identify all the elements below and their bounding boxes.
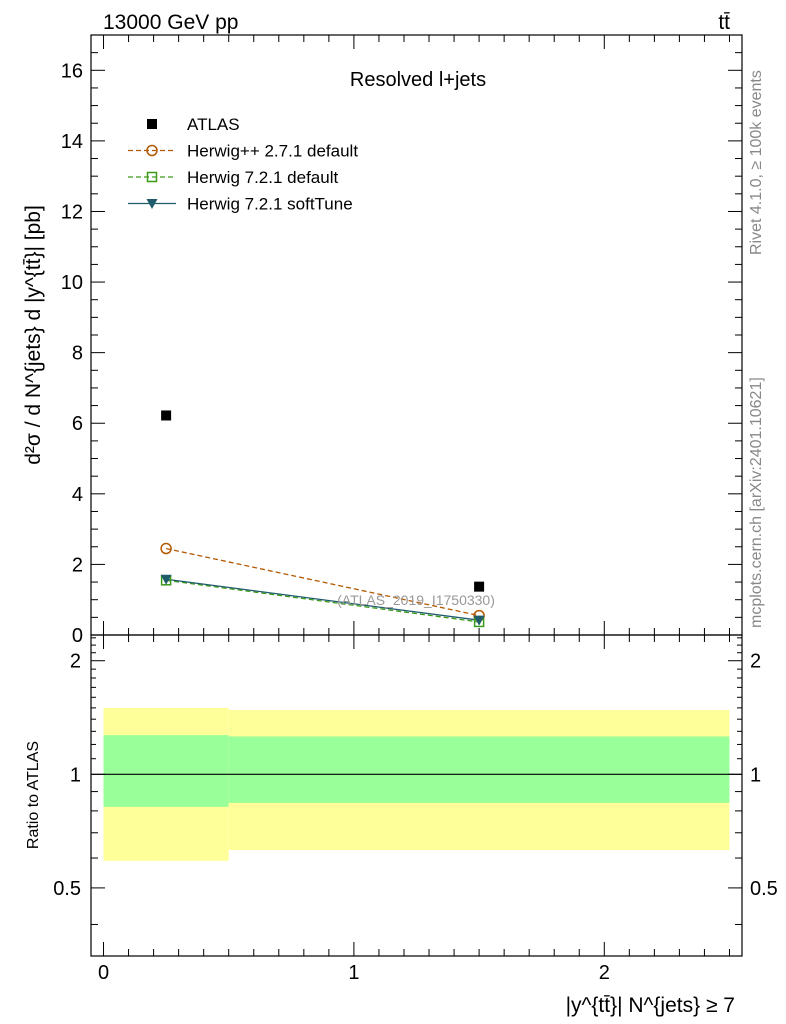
y-tick-label: 2 bbox=[72, 554, 83, 576]
legend-marker-herwig-2-7-1-default bbox=[146, 144, 158, 157]
ratio-y-tick-label-right: 0.5 bbox=[750, 878, 778, 900]
y-tick-label: 8 bbox=[72, 343, 83, 365]
series-line-herwig-7-2-1-default bbox=[166, 579, 480, 623]
ratio-y-tick-label-right: 2 bbox=[750, 651, 761, 673]
legend-label-herwig-2-7-1-default: Herwig++ 2.7.1 default bbox=[187, 142, 358, 161]
legend-marker-atlas bbox=[147, 119, 157, 129]
ratio-frame bbox=[90, 634, 743, 957]
y-tick-label: 12 bbox=[61, 201, 83, 223]
ratio-axis-ticks: 0.5 0.5 1 1 2 2 0 1 2 bbox=[53, 635, 778, 984]
analysis-watermark: (ATLAS_2019_I1750330) bbox=[337, 592, 495, 608]
legend-label-herwig-7-2-1-default: Herwig 7.2.1 default bbox=[187, 168, 338, 187]
x-tick-label: 2 bbox=[599, 962, 610, 984]
legend-label-atlas: ATLAS bbox=[187, 115, 240, 134]
main-plot-area bbox=[160, 410, 485, 628]
legend-label-herwig-7-2-1-softtune: Herwig 7.2.1 softTune bbox=[187, 195, 353, 214]
ratio-plot-area bbox=[91, 707, 742, 861]
data-point-atlas-1 bbox=[474, 581, 485, 592]
ratio-y-tick-label-right: 1 bbox=[750, 764, 761, 786]
y-tick-label: 16 bbox=[61, 60, 83, 82]
main-panel: 0 2 4 6 8 10 12 14 16 Resolved l+jets (ATLAS_201… bbox=[22, 34, 743, 647]
y-tick-label: 10 bbox=[61, 272, 83, 294]
data-point-herwig-7-2-1-softtune-0 bbox=[160, 574, 172, 585]
y-axis-label: d²σ / d N^{jets} d |y^{tt̄}| [pb] bbox=[22, 205, 45, 465]
source-label: mcplots.cern.ch [arXiv:2401.10621] bbox=[748, 377, 765, 628]
legend: ATLAS Herwig++ 2.7.1 default Herwig 7.2.1 … bbox=[128, 115, 358, 214]
data-point-herwig-7-2-1-softtune-1 bbox=[473, 615, 485, 626]
uncertainty-band-inner-1 bbox=[228, 736, 730, 803]
x-axis-label: |y^{tt̄}| N^{jets} ≥ 7 bbox=[566, 994, 735, 1017]
series-line-herwig-2-7-1-default bbox=[165, 547, 480, 617]
x-tick-label: 1 bbox=[348, 962, 359, 984]
energy-label: 13000 GeV pp bbox=[103, 11, 238, 34]
ratio-y-tick-label: 2 bbox=[70, 651, 81, 673]
legend-marker-herwig-7-2-1-softtune bbox=[146, 199, 158, 209]
data-point-atlas-0 bbox=[161, 410, 172, 421]
data-point-herwig-2-7-1-default-0 bbox=[160, 542, 172, 555]
ratio-y-tick-label: 0.5 bbox=[53, 878, 81, 900]
ratio-y-tick-label: 1 bbox=[70, 764, 81, 786]
ratio-y-axis-label: Ratio to ATLAS bbox=[25, 741, 42, 849]
y-tick-label: 6 bbox=[72, 413, 83, 435]
series-line-herwig-7-2-1-softtune bbox=[166, 578, 480, 621]
chart-title: Resolved l+jets bbox=[350, 69, 486, 91]
main-axis-ticks: 0 2 4 6 8 10 12 14 16 bbox=[61, 34, 742, 647]
process-label: tt̄ bbox=[718, 11, 730, 34]
y-tick-label: 14 bbox=[61, 131, 83, 153]
legend-marker-herwig-7-2-1-default bbox=[146, 171, 158, 183]
rivet-version-label: Rivet 4.1.0, ≥ 100k events bbox=[748, 70, 765, 255]
x-tick-label: 0 bbox=[98, 962, 109, 984]
y-tick-label: 0 bbox=[72, 625, 83, 647]
ratio-panel: 0.5 0.5 1 1 2 2 0 1 2 Ratio to ATLAS |y^{tt̄}| N… bbox=[25, 634, 778, 1017]
y-tick-label: 4 bbox=[72, 484, 83, 506]
uncertainty-band-inner-0 bbox=[103, 735, 229, 807]
